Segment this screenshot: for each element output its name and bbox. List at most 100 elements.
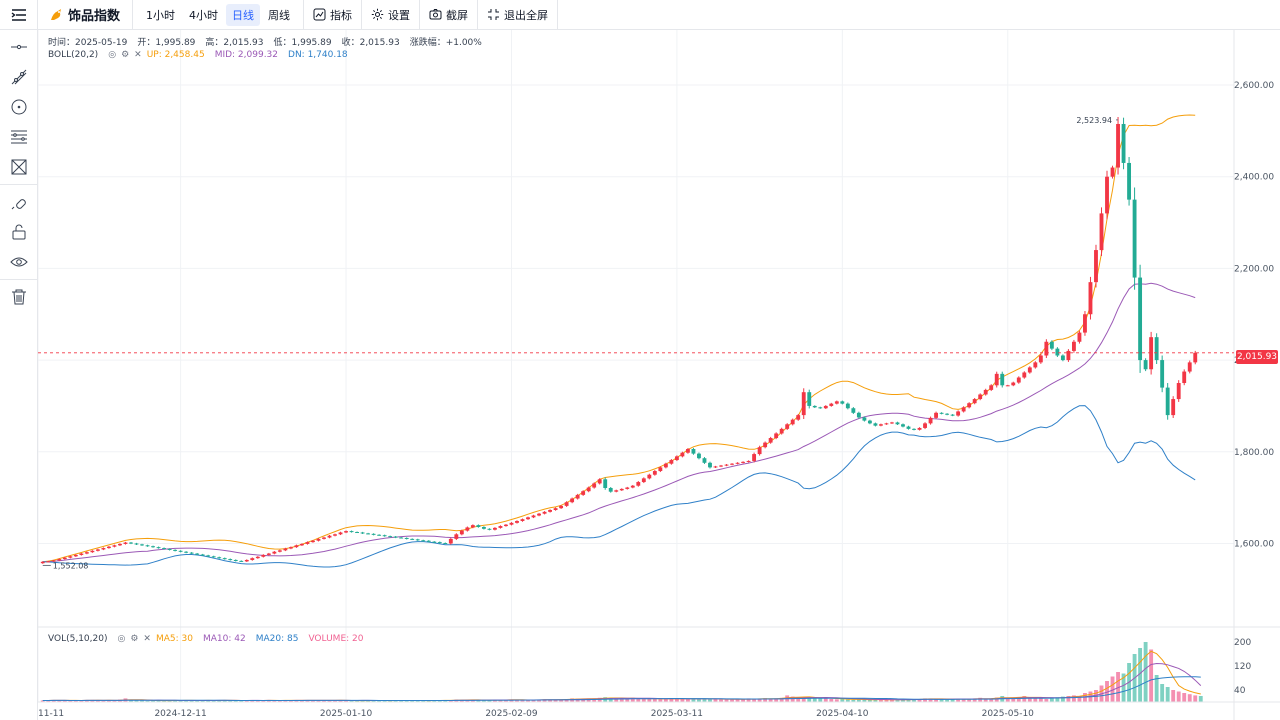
- timeframe-4h[interactable]: 4小时: [189, 8, 219, 22]
- exit-fullscreen-button[interactable]: 退出全屏: [478, 0, 559, 30]
- legend-change: 涨跌幅：+1.00%: [409, 38, 482, 48]
- candle-body: [415, 539, 420, 541]
- timeframe-1w[interactable]: 周线: [268, 8, 291, 22]
- menu-icon[interactable]: [0, 0, 38, 30]
- top-toolbar: 饰品指数 1小时 4小时 日线 周线 指标 设置 截屏 退出全屏: [0, 0, 1280, 30]
- candle-body: [713, 466, 718, 468]
- pattern-tool-icon[interactable]: [0, 152, 38, 182]
- circle-tool-icon[interactable]: [0, 92, 38, 122]
- candle-body: [1121, 123, 1126, 163]
- candle-body: [724, 464, 729, 466]
- candle-body: [1011, 382, 1016, 386]
- legend-time: 时间：2025-05-19: [48, 38, 128, 48]
- close-icon[interactable]: ✕: [134, 50, 142, 60]
- volume-bar: [1154, 675, 1159, 702]
- volume-bar: [1121, 673, 1126, 702]
- candle-body: [1182, 371, 1187, 384]
- volume-bar: [663, 699, 668, 702]
- ohlc-legend: 时间：2025-05-19 开：1,995.89 高：2,015.93 低：1,…: [48, 35, 492, 48]
- volume-bar: [112, 700, 117, 702]
- x-tick-label: 2024-12-11: [154, 709, 206, 719]
- candle-body: [173, 549, 178, 551]
- x-tick-label: 2025-03-11: [651, 709, 703, 719]
- axes: 1,600.001,800.002,000.002,200.002,400.00…: [38, 30, 1280, 720]
- candle-body: [862, 417, 867, 421]
- volume-bar: [895, 700, 900, 702]
- candle-body: [404, 537, 409, 539]
- candle-body: [625, 487, 630, 489]
- gear-icon[interactable]: ⚙: [121, 50, 130, 60]
- candle-body: [1038, 355, 1043, 363]
- volume-bar: [1143, 642, 1148, 702]
- candle-body: [62, 557, 67, 560]
- boll-upper-line: [42, 114, 1196, 563]
- close-icon[interactable]: ✕: [143, 634, 151, 644]
- volume-bar: [542, 699, 547, 702]
- volume-bar: [129, 700, 133, 702]
- candle-body: [327, 535, 332, 538]
- volume-bar: [327, 700, 332, 702]
- candle-body: [934, 412, 939, 418]
- candle-body: [333, 534, 337, 536]
- candle-body: [1033, 362, 1038, 368]
- volume-bar: [371, 700, 376, 702]
- volume-bar: [1149, 649, 1154, 702]
- volume-bar: [989, 698, 994, 702]
- candle-body: [360, 532, 365, 534]
- volume-bar: [928, 698, 933, 702]
- candle-body: [239, 560, 244, 562]
- candle-body: [994, 373, 999, 386]
- last-price-label: 2,015.93: [1236, 350, 1278, 364]
- volume-bar: [735, 699, 740, 702]
- hide-eye-icon[interactable]: ◎: [117, 634, 126, 644]
- volume-bar: [156, 700, 161, 702]
- settings-button[interactable]: 设置: [362, 0, 421, 30]
- candle-body: [162, 548, 167, 550]
- candle-body: [1154, 337, 1159, 361]
- trend-line-tool-icon[interactable]: [0, 62, 38, 92]
- y-tick-label: 1,800.00: [1234, 448, 1274, 458]
- horizontal-line-tool-icon[interactable]: [0, 32, 38, 62]
- screenshot-button[interactable]: 截屏: [420, 0, 479, 30]
- candle-body: [355, 532, 360, 534]
- candle-body: [1044, 341, 1049, 356]
- candle-body: [1088, 282, 1093, 315]
- volume-bar: [779, 697, 784, 702]
- volume-bar: [647, 698, 652, 702]
- hide-eye-icon[interactable]: ◎: [108, 50, 117, 60]
- volume-bar: [867, 699, 872, 702]
- candle-body: [421, 540, 426, 542]
- volume-bar: [272, 700, 277, 702]
- timeframe-1h[interactable]: 1小时: [146, 8, 176, 22]
- candle-body: [939, 412, 944, 414]
- volume-bar: [316, 700, 321, 702]
- vol-name: VOL(5,10,20): [48, 634, 108, 644]
- indicators-button[interactable]: 指标: [304, 0, 363, 30]
- volume-bar: [851, 699, 856, 702]
- trash-icon[interactable]: [0, 282, 38, 312]
- volume-bar: [189, 700, 194, 702]
- candle-body: [266, 553, 271, 555]
- grid: [38, 30, 1234, 702]
- magnet-icon[interactable]: [0, 187, 38, 217]
- candle-body: [184, 551, 189, 553]
- candle-body: [834, 401, 839, 404]
- timeframe-1d[interactable]: 日线: [226, 3, 261, 26]
- candle-body: [945, 413, 950, 415]
- fibonacci-tool-icon[interactable]: [0, 122, 38, 152]
- eye-icon[interactable]: [0, 247, 38, 277]
- volume-bar: [983, 699, 988, 702]
- candle-body: [382, 535, 387, 537]
- candle-body: [322, 537, 326, 539]
- volume-bar: [421, 700, 426, 702]
- volume-bar: [294, 700, 299, 702]
- candle-body: [211, 556, 216, 558]
- lock-icon[interactable]: [0, 217, 38, 247]
- volume-bar: [1038, 698, 1043, 702]
- candle-body: [680, 452, 685, 457]
- volume-bar: [845, 699, 850, 702]
- volume-bar: [106, 700, 111, 702]
- price-chart[interactable]: 1,600.001,800.002,000.002,200.002,400.00…: [38, 30, 1280, 720]
- gear-icon[interactable]: ⚙: [130, 634, 139, 644]
- indicators-label: 指标: [330, 8, 353, 22]
